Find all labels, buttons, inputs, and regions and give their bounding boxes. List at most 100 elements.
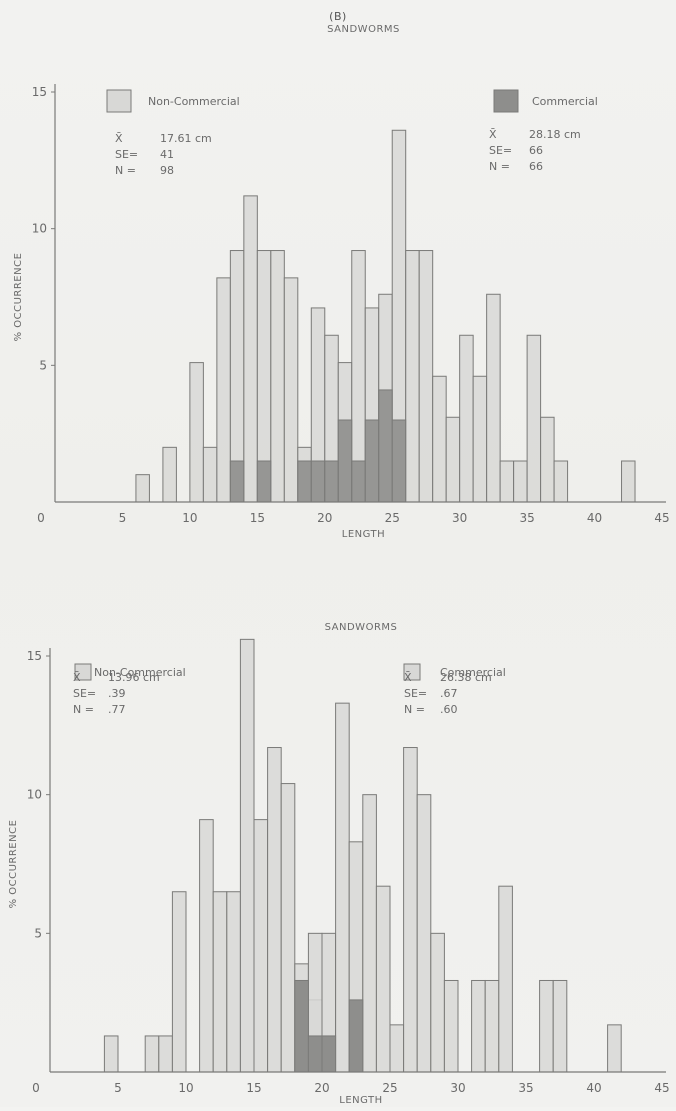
legend-label: Non-Commercial xyxy=(94,666,186,679)
histogram-bar xyxy=(310,460,326,503)
stat-label: SE= xyxy=(115,148,138,161)
histogram-bar xyxy=(486,293,501,503)
legend-swatch xyxy=(74,663,92,681)
x-tick-label: 40 xyxy=(586,1081,601,1095)
histogram-overlap-bar xyxy=(294,979,309,1073)
histogram-bar xyxy=(498,885,513,1073)
histogram-bar xyxy=(552,979,568,1073)
histogram-bar xyxy=(513,460,528,503)
x-tick-label: 35 xyxy=(518,1081,533,1095)
stat-value: 26.38 cm xyxy=(440,671,492,684)
histogram-bar xyxy=(378,389,393,503)
x-axis-label: LENGTH xyxy=(339,1095,382,1106)
chart-title: SANDWORMS xyxy=(327,24,400,35)
stat-value: 17.61 cm xyxy=(160,132,212,145)
stat-value: .77 xyxy=(108,703,126,716)
x-tick-label: 5 xyxy=(119,511,127,525)
legend-swatch xyxy=(403,663,421,681)
x-tick-label: 30 xyxy=(452,511,467,525)
histogram-bar xyxy=(472,375,488,503)
legend-swatch xyxy=(106,89,132,113)
histogram-bar xyxy=(540,416,555,503)
histogram-bar xyxy=(553,460,569,503)
stat-value: .60 xyxy=(440,703,458,716)
x-tick-label: 15 xyxy=(250,511,265,525)
x-tick-label: 35 xyxy=(519,511,534,525)
x-tick-label: 5 xyxy=(114,1081,122,1095)
histogram-overlap-bar xyxy=(321,1035,337,1073)
histogram-bar xyxy=(607,1024,622,1073)
histogram-bar xyxy=(405,250,420,503)
y-tick-label: 5 xyxy=(34,926,42,940)
x-tick-label: 45 xyxy=(654,511,669,525)
y-axis-label: % OCCURRENCE xyxy=(13,253,24,342)
histogram-bar xyxy=(335,702,350,1073)
y-axis-label: % OCCURRENCE xyxy=(8,820,19,909)
histogram-bar xyxy=(103,1035,119,1073)
legend-label: Non-Commercial xyxy=(148,95,240,108)
histogram-bar xyxy=(239,638,255,1073)
x-tick-label: 40 xyxy=(587,511,602,525)
histogram-bar xyxy=(499,460,515,503)
stat-label: SE= xyxy=(73,687,96,700)
histogram-panel-2: SANDWORMS 0 5 10 15 20 25 30 35 40 45 5 10 15 LENGTH % … xyxy=(8,622,670,1106)
histogram-bar xyxy=(539,979,554,1073)
y-tick-label: 5 xyxy=(39,358,47,372)
histogram-bar xyxy=(158,1035,173,1073)
legend-swatch xyxy=(493,89,519,113)
stat-label: N = xyxy=(73,703,94,716)
histogram-bar xyxy=(526,334,542,503)
histogram-bar xyxy=(229,460,245,503)
histogram-bar xyxy=(189,362,204,503)
x-tick-label: 15 xyxy=(246,1081,261,1095)
x-tick-label: 10 xyxy=(178,1081,193,1095)
y-tick-label: 10 xyxy=(27,788,42,802)
histogram-bar xyxy=(364,419,380,503)
legend-label: Commercial xyxy=(532,95,598,108)
stat-label: N = xyxy=(115,164,136,177)
histogram-bar xyxy=(445,416,461,503)
stat-value: 41 xyxy=(160,148,174,161)
x-tick-label: 25 xyxy=(382,1081,397,1095)
panel-label: (B) xyxy=(329,10,347,23)
stat-value: 98 xyxy=(160,164,174,177)
x-tick-label: 30 xyxy=(450,1081,465,1095)
x-tick-label: 0 xyxy=(37,511,45,525)
stat-value: 13.96 cm xyxy=(108,671,160,684)
histogram-bar xyxy=(144,1035,160,1073)
stat-value: 28.18 cm xyxy=(529,128,581,141)
histogram-bar xyxy=(418,250,434,503)
histogram-bar xyxy=(216,277,231,503)
histogram-bar xyxy=(270,250,285,503)
stat-label: X̄ xyxy=(115,132,123,145)
histogram-bar xyxy=(171,891,187,1073)
histogram-bar xyxy=(162,446,177,503)
histogram-bar xyxy=(135,474,150,503)
stat-value: 66 xyxy=(529,144,543,157)
histogram-bar xyxy=(243,195,258,503)
histogram-bar xyxy=(484,979,500,1073)
stat-label: X̄ xyxy=(404,671,412,684)
histogram-bar xyxy=(256,460,272,503)
histogram-bar xyxy=(253,819,269,1073)
legend-label: Commercial xyxy=(440,666,506,679)
x-tick-label: 0 xyxy=(32,1081,40,1095)
histogram-bar xyxy=(226,891,241,1073)
histogram-bar xyxy=(199,819,214,1073)
stat-label: SE= xyxy=(489,144,512,157)
histogram-bar xyxy=(351,460,366,503)
histogram-panel-1: SANDWORMS 0 5 10 15 20 25 30 35 40 45 5 10 15 LENGTH % … xyxy=(13,24,670,540)
x-tick-label: 45 xyxy=(654,1081,669,1095)
chart-title: SANDWORMS xyxy=(325,622,398,633)
y-tick-label: 10 xyxy=(32,222,47,236)
histogram-bar xyxy=(362,794,377,1073)
histogram-bar xyxy=(391,419,407,503)
histogram-bar xyxy=(283,277,299,503)
histogram-bar xyxy=(430,932,445,1073)
histogram-overlap-bar xyxy=(307,1035,323,1073)
stat-value: .39 xyxy=(108,687,126,700)
histogram-bar xyxy=(389,1024,405,1073)
stat-label: N = xyxy=(404,703,425,716)
stat-label: SE= xyxy=(404,687,427,700)
